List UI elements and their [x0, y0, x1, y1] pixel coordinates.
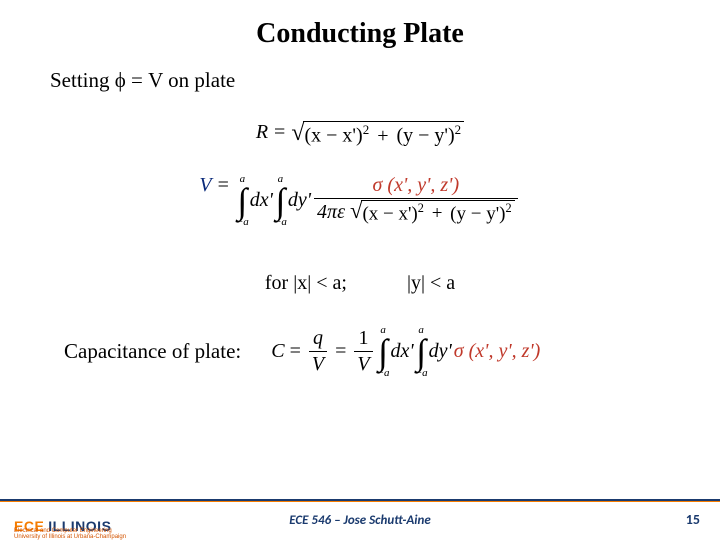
- eq-v-pow1: 2: [418, 201, 424, 215]
- capacitance-row: Capacitance of plate: C = q V = 1 V a ∫ …: [64, 325, 680, 379]
- eq-v-4pie: 4πε: [317, 201, 345, 223]
- int4-sign: ∫: [416, 334, 426, 370]
- eq-v-denominator: 4πε √ (x − x')2 + (y − y')2: [314, 198, 518, 225]
- sqrt-body: (x − x')2 + (y − y')2: [303, 121, 464, 148]
- eq-r-plus: +: [377, 125, 388, 147]
- equation-c: C = q V = 1 V a ∫ −a dx' a ∫ −a dy': [271, 325, 540, 379]
- eq-v-plus: +: [432, 203, 443, 224]
- eq-r-pow1: 2: [363, 122, 370, 137]
- eq-v-pow2: 2: [505, 201, 511, 215]
- footer: ECE ILLINOIS Electrical and Computer Eng…: [0, 494, 720, 540]
- eq-r-sqrt: √ (x − x')2 + (y − y')2: [291, 121, 464, 148]
- eq-c-frac1: q V: [309, 327, 327, 376]
- slide-title: Conducting Plate: [40, 18, 680, 50]
- eq-v-sqrt: √ (x − x')2 + (y − y')2: [350, 200, 515, 225]
- equation-r: R = √ (x − x')2 + (y − y')2: [40, 121, 680, 148]
- constraint-y: |y| < a: [407, 272, 455, 294]
- sqrt-body-2: (x − x')2 + (y − y')2: [361, 200, 514, 225]
- setting-text: Setting ϕ = V on plate: [50, 68, 680, 93]
- logo-sub-2: University of Illinois at Urbana-Champai…: [14, 534, 126, 540]
- eq-c-sigma: σ (x', y', z'): [454, 340, 541, 363]
- eq-c-eq2: =: [335, 340, 346, 363]
- eq-r-lhs: R: [256, 121, 268, 148]
- slide: Conducting Plate Setting ϕ = V on plate …: [0, 0, 720, 540]
- eq-r-term2: (y − y'): [396, 125, 454, 147]
- eq-v-fraction: σ (x', y', z') 4πε √ (x − x')2 + (y − y'…: [314, 174, 518, 228]
- footer-bar: [0, 499, 720, 502]
- eq-c-v1: V: [309, 351, 327, 376]
- int4-lower: −a: [415, 368, 428, 379]
- int1-sign: ∫: [237, 183, 247, 219]
- footer-caption: ECE 546 – Jose Schutt-Aine: [0, 513, 720, 528]
- int2-sign: ∫: [275, 183, 285, 219]
- eq-c-q: q: [310, 327, 326, 351]
- eq-v-sigma: σ (x', y', z'): [370, 174, 463, 198]
- capacitance-label: Capacitance of plate:: [64, 339, 241, 364]
- constraint-x: for |x| < a;: [265, 272, 347, 294]
- equation-v: V = a ∫ −a dx' a ∫ −a dy' σ (x', y', z')…: [40, 174, 680, 228]
- int3-lower: −a: [377, 368, 390, 379]
- constraints: for |x| < a; |y| < a: [40, 272, 680, 295]
- eq-c-lhs: C: [271, 340, 284, 363]
- eq-v-equals: =: [218, 174, 229, 228]
- eq-c-one: 1: [355, 327, 371, 351]
- integral-4: a ∫ −a: [415, 325, 428, 379]
- page-number: 15: [686, 511, 700, 528]
- eq-c-dy: dy': [429, 340, 452, 363]
- int1-lower: −a: [236, 217, 249, 228]
- logo-subtitle: Electrical and Computer Engineering Univ…: [14, 528, 126, 540]
- integral-3: a ∫ −a: [377, 325, 390, 379]
- constraint-spacer: [347, 272, 407, 294]
- eq-v-lhs: V: [199, 174, 211, 228]
- eq-c-frac2: 1 V: [354, 327, 372, 376]
- eq-c-eq1: =: [290, 340, 301, 363]
- eq-r-term1: (x − x'): [304, 125, 362, 147]
- eq-r-pow2: 2: [455, 122, 462, 137]
- eq-c-v2: V: [354, 351, 372, 376]
- eq-r-equals: =: [274, 121, 285, 148]
- integral-1: a ∫ −a: [236, 174, 249, 228]
- eq-v-dx: dx': [250, 189, 273, 212]
- integral-2: a ∫ −a: [274, 174, 287, 228]
- eq-v-term1: (x − x'): [362, 203, 417, 224]
- int3-sign: ∫: [378, 334, 388, 370]
- eq-c-dx: dx': [391, 340, 414, 363]
- eq-v-term2: (y − y'): [450, 203, 505, 224]
- int2-lower: −a: [274, 217, 287, 228]
- eq-v-dy: dy': [288, 189, 311, 212]
